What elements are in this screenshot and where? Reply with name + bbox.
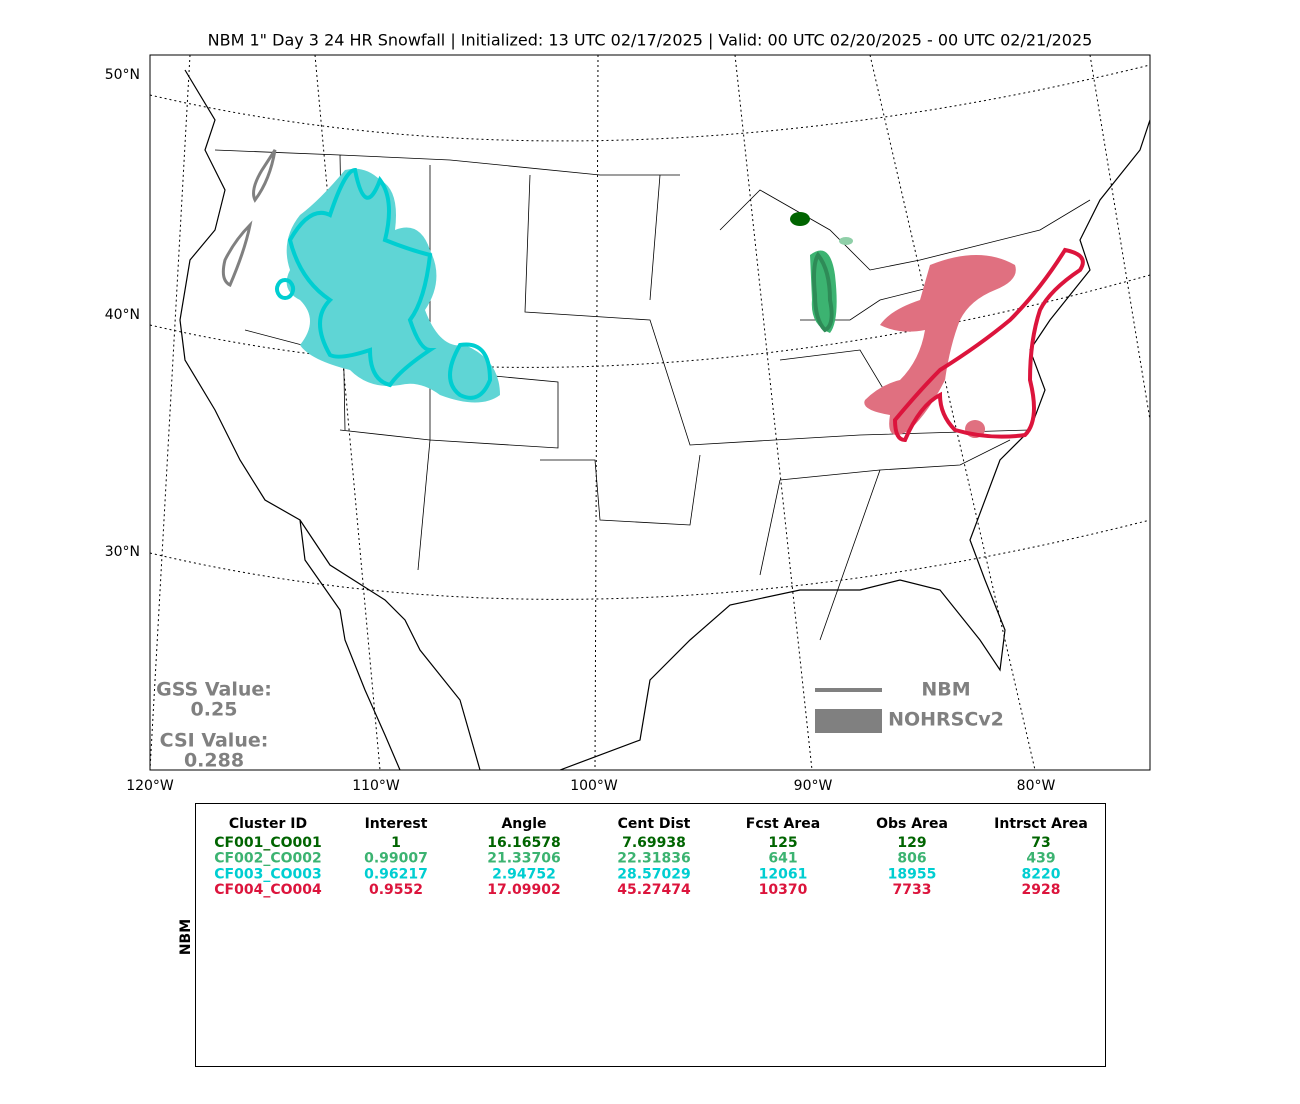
table-cell: CF003_CO003 — [214, 866, 321, 882]
axis-labels: 50°N 40°N 30°N 120°W 110°W 100°W 90°W 80… — [105, 67, 1056, 794]
table-header: Fcst Area — [746, 816, 820, 832]
table-cell: 10370 — [759, 882, 808, 898]
lon-label: 100°W — [570, 778, 618, 794]
lat-label: 40°N — [105, 307, 140, 323]
csi-label: CSI Value: — [160, 730, 269, 752]
table-cell: 8220 — [1022, 866, 1061, 882]
lat-label: 30°N — [105, 544, 140, 560]
table-header: Cluster ID — [229, 816, 307, 832]
table-cell: 21.33706 — [487, 851, 561, 867]
lat-label: 50°N — [105, 67, 140, 83]
map — [149, 54, 1151, 771]
table-cell: 129 — [897, 835, 926, 851]
table-cell: 12061 — [759, 866, 808, 882]
table-cell: 641 — [768, 851, 797, 867]
table-side-label: NBM — [178, 919, 194, 955]
coastline — [179, 69, 1150, 770]
lon-label: 110°W — [352, 778, 400, 794]
lon-label: 80°W — [1017, 778, 1056, 794]
table-cell: 7.69938 — [622, 835, 686, 851]
table-cell: 806 — [897, 851, 926, 867]
table-cell: CF004_CO004 — [214, 882, 322, 898]
table-cell: 18955 — [888, 866, 937, 882]
obs-areas — [286, 168, 1016, 438]
table-cell: CF001_CO001 — [214, 835, 321, 851]
graticule — [150, 55, 1150, 770]
table-header: Obs Area — [876, 816, 948, 832]
table-cell: 1 — [391, 835, 401, 851]
table-box — [195, 803, 1106, 1067]
table-cell: 16.16578 — [487, 835, 561, 851]
table-cell: CF002_CO002 — [214, 851, 321, 867]
table-cell: 28.57029 — [617, 866, 691, 882]
table-cell: 125 — [768, 835, 797, 851]
table-header: Intrsct Area — [994, 816, 1088, 832]
table-cell: 0.99007 — [364, 851, 428, 867]
table: Cluster ID Interest Angle Cent Dist Fcst Are… — [214, 816, 1088, 898]
table-header: Cent Dist — [618, 816, 691, 832]
table-cell: 7733 — [893, 882, 932, 898]
csi-value: 0.288 — [184, 750, 244, 772]
title: NBM 1" Day 3 24 HR Snowfall | Initialize… — [208, 31, 1093, 50]
table-cell: 73 — [1031, 835, 1050, 851]
table-cell: 2.94752 — [492, 866, 556, 882]
table-cell: 22.31836 — [617, 851, 691, 867]
table-cell: 439 — [1026, 851, 1055, 867]
table-header: Interest — [365, 816, 428, 832]
table-cell: 45.27474 — [617, 882, 691, 898]
table-cell: 17.09902 — [487, 882, 561, 898]
table-cell: 2928 — [1022, 882, 1061, 898]
fcst-outlines — [221, 149, 1085, 443]
table-cell: 0.96217 — [364, 866, 428, 882]
legend-swatch — [815, 709, 882, 733]
gss-value: 0.25 — [191, 699, 238, 721]
legend-label: NBM — [921, 679, 970, 701]
table-header: Angle — [501, 816, 546, 832]
lon-label: 120°W — [126, 778, 174, 794]
lon-label: 90°W — [794, 778, 833, 794]
table-cell: 0.9552 — [369, 882, 423, 898]
gss-label: GSS Value: — [156, 679, 272, 701]
legend-label: NOHRSCv2 — [888, 709, 1004, 731]
